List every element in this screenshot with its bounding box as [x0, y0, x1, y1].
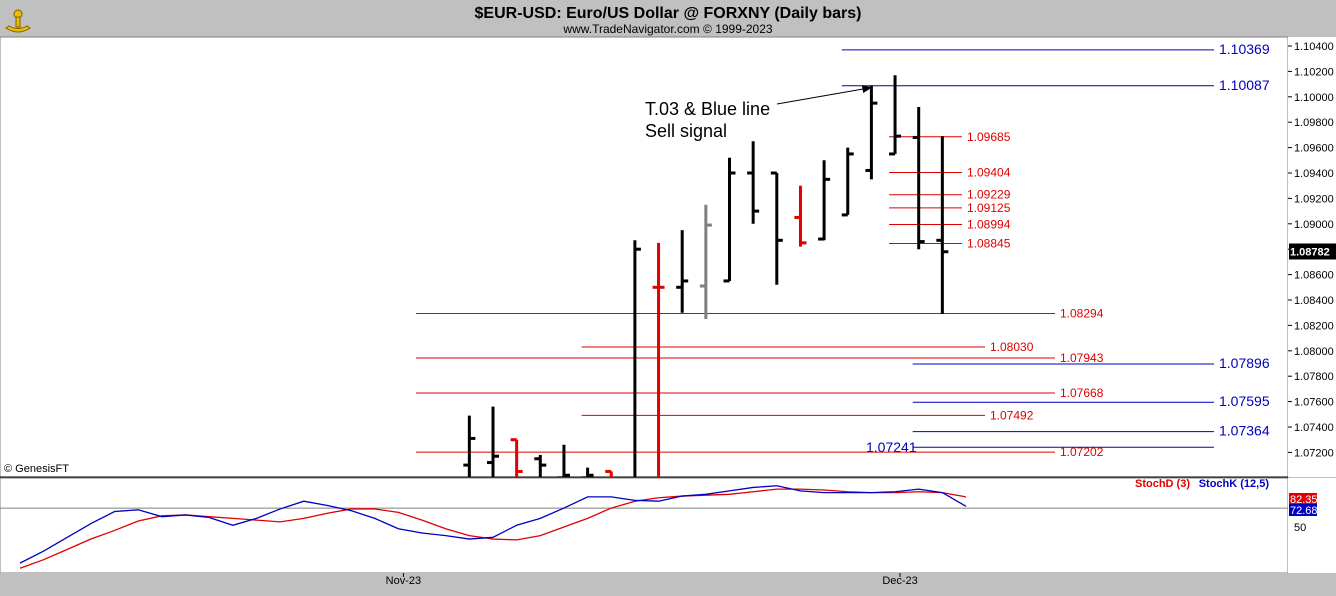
price-tick-label: 1.10400	[1294, 41, 1334, 53]
level-label: 1.07202	[1060, 445, 1104, 459]
ohlc-bar	[581, 467, 594, 477]
sell-signal-annotation: T.03 & Blue line Sell signal	[645, 85, 873, 141]
bars-layer	[463, 75, 949, 477]
level-label: 1.07241	[866, 439, 917, 455]
price-tick-label: 1.07200	[1294, 447, 1334, 459]
ohlc-bar	[557, 444, 570, 477]
ohlc-bar	[699, 204, 712, 320]
price-tick-label: 1.09800	[1294, 117, 1334, 129]
price-tick-label: 1.09200	[1294, 193, 1334, 205]
annotation-line-1: T.03 & Blue line	[645, 99, 770, 119]
date-axis: Nov-23 Dec-23	[0, 573, 1336, 591]
ohlc-bar	[652, 242, 665, 477]
price-tick-label: 1.07400	[1294, 422, 1334, 434]
last-price-label: 1.08782	[1290, 246, 1330, 258]
last-price-badge	[1289, 243, 1336, 260]
ohlc-bar	[912, 106, 925, 250]
ohlc-bar	[723, 157, 736, 283]
annotation-arrowhead	[861, 85, 873, 94]
stochd-value-label: 82.35	[1290, 494, 1318, 506]
stochk-value-label: 72.68	[1290, 505, 1318, 517]
date-tick-label: Dec-23	[882, 575, 917, 587]
price-tick-label: 1.08600	[1294, 270, 1334, 282]
chart-title: $EUR-USD: Euro/US Dollar @ FORXNY (Daily…	[475, 5, 862, 22]
date-axis-bg	[0, 573, 1336, 591]
price-tick-label: 1.08000	[1294, 346, 1334, 358]
ohlc-bar	[770, 171, 783, 285]
level-label: 1.07943	[1060, 351, 1104, 365]
genesis-watermark: © GenesisFT	[4, 463, 69, 475]
price-pane	[0, 36, 1289, 478]
annotation-line-2: Sell signal	[645, 121, 727, 141]
price-tick-label: 1.07600	[1294, 397, 1334, 409]
level-label: 1.09685	[967, 130, 1011, 144]
stochd-value-badge	[1289, 493, 1317, 505]
ohlc-bar	[676, 230, 689, 313]
price-axis: 1.07200 1.07400 1.07600 1.07800 1.08000 1.082…	[1288, 37, 1336, 477]
price-tick-label: 1.09400	[1294, 168, 1334, 180]
level-label: 1.10087	[1219, 77, 1270, 93]
level-label: 1.09125	[967, 201, 1011, 215]
level-label: 1.08030	[990, 340, 1034, 354]
level-label: 1.07595	[1219, 393, 1270, 409]
price-tick-label: 1.10000	[1294, 92, 1334, 104]
price-tick-label: 1.10200	[1294, 66, 1334, 78]
stoch-tick-label: 50	[1294, 522, 1306, 534]
stoch-pane	[0, 477, 1289, 574]
logo	[5, 9, 31, 33]
ohlc-bar	[605, 469, 613, 477]
date-tick-label: Nov-23	[386, 575, 421, 587]
stochastic-layer	[0, 485, 1288, 569]
ohlc-bar	[794, 185, 807, 247]
level-label: 1.08845	[967, 236, 1011, 250]
level-label: 1.10369	[1219, 41, 1270, 57]
stochk-value-badge	[1289, 504, 1317, 516]
annotation-arrow	[776, 86, 873, 105]
ohlc-bar	[487, 406, 499, 477]
level-label: 1.08294	[1060, 306, 1104, 320]
stochk-line	[19, 485, 967, 564]
price-tick-label: 1.08400	[1294, 295, 1334, 307]
ohlc-bar	[865, 85, 878, 180]
ohlc-bar	[841, 147, 854, 217]
level-label: 1.08994	[967, 218, 1011, 232]
stochk-legend: StochK (12,5)	[1199, 478, 1270, 490]
ohlc-bar	[936, 136, 949, 314]
level-label: 1.09404	[967, 165, 1011, 179]
levels-layer: 1.10369 1.10087 1.09685 1.09404 1.092291.091…	[416, 41, 1270, 459]
ohlc-bar	[510, 438, 523, 477]
level-label: 1.07668	[1060, 386, 1104, 400]
trade-navigator-logo-icon	[5, 9, 31, 33]
ohlc-bar	[463, 415, 476, 477]
ohlc-bar	[633, 240, 641, 477]
level-label: 1.07896	[1219, 355, 1270, 371]
ohlc-bar	[818, 160, 831, 241]
stochd-legend: StochD (3)	[1135, 478, 1190, 490]
chart-subtitle: www.TradeNavigator.com © 1999-2023	[562, 22, 772, 36]
price-tick-label: 1.09600	[1294, 143, 1334, 155]
price-tick-label: 1.08200	[1294, 320, 1334, 332]
level-label: 1.07364	[1219, 423, 1270, 439]
ohlc-bar	[747, 141, 760, 224]
level-label: 1.07492	[990, 408, 1034, 422]
ohlc-bar	[889, 75, 902, 156]
price-tick-label: 1.07800	[1294, 371, 1334, 383]
price-tick-label: 1.09000	[1294, 219, 1334, 231]
ohlc-bar	[534, 454, 547, 477]
level-label: 1.09229	[967, 188, 1011, 202]
